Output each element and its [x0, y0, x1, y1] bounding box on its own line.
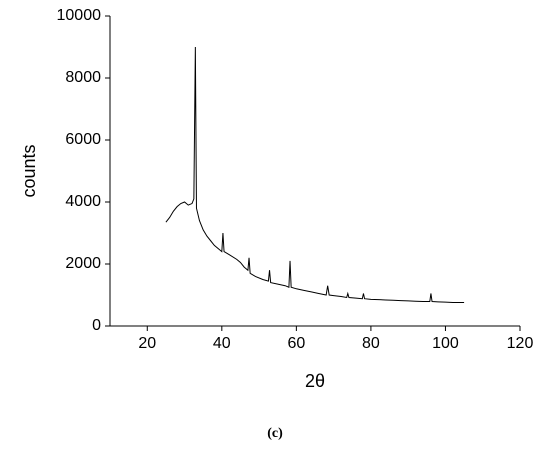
x-tick-label: 120	[507, 335, 534, 352]
y-tick-label: 10000	[57, 7, 102, 24]
y-tick-label: 8000	[65, 69, 101, 86]
x-tick-label: 20	[138, 335, 156, 352]
y-tick-label: 4000	[65, 193, 101, 210]
x-tick-label: 100	[432, 335, 459, 352]
y-tick-label: 2000	[65, 255, 101, 272]
x-tick-label: 60	[287, 335, 305, 352]
x-axis-label: 2θ	[305, 371, 325, 391]
caption: (c)	[267, 426, 283, 441]
x-tick-label: 80	[362, 335, 380, 352]
y-tick-label: 6000	[65, 131, 101, 148]
data-line	[165, 46, 465, 303]
y-axis-label: counts	[19, 144, 39, 197]
x-tick-label: 40	[213, 335, 231, 352]
y-tick-label: 0	[92, 317, 101, 334]
